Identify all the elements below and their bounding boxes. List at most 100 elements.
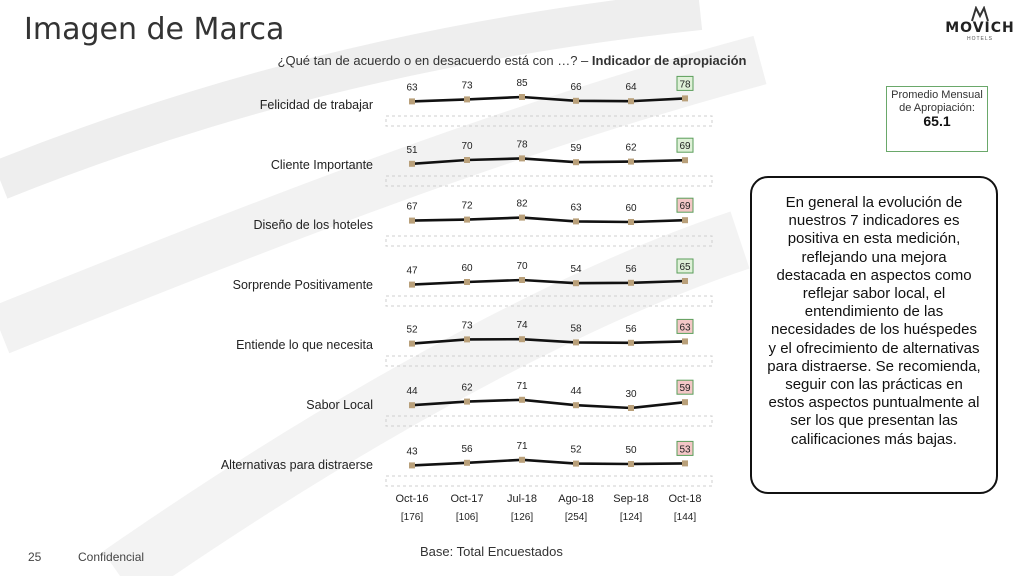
- data-label: 64: [625, 82, 637, 93]
- data-label: 30: [625, 389, 637, 400]
- data-label: 65: [679, 262, 691, 273]
- data-label: 44: [570, 386, 582, 397]
- data-point: [409, 98, 415, 105]
- data-point: [464, 157, 470, 163]
- x-tick-label: Jul-18: [507, 493, 537, 505]
- data-label: 71: [516, 441, 528, 452]
- data-label: 60: [461, 263, 473, 274]
- x-base-label: [126]: [511, 512, 533, 523]
- data-point: [573, 280, 579, 287]
- data-label: 69: [679, 201, 691, 212]
- x-base-label: [124]: [620, 512, 642, 523]
- data-point: [573, 97, 579, 104]
- comment-box: En general la evolución de nuestros 7 in…: [750, 176, 998, 494]
- data-point: [464, 459, 470, 466]
- category-label: Entiende lo que necesita: [236, 338, 373, 352]
- row-guide: [385, 115, 713, 127]
- confidential-label: Confidencial: [78, 550, 145, 564]
- category-label: Sorprende Positivamente: [232, 278, 373, 292]
- data-point: [409, 217, 415, 224]
- subtitle-question: ¿Qué tan de acuerdo o en desacuerdo está…: [277, 53, 589, 68]
- series-line: [411, 157, 686, 166]
- x-tick-label: Sep-18: [613, 493, 648, 505]
- data-label: 70: [461, 141, 473, 152]
- data-label: 60: [625, 203, 637, 214]
- data-point: [409, 340, 415, 347]
- average-value: 65.1: [923, 113, 951, 129]
- data-point: [628, 461, 634, 467]
- data-label: 62: [625, 143, 637, 154]
- data-label: 56: [625, 324, 637, 335]
- data-point: [409, 402, 415, 409]
- series-line: [411, 278, 686, 286]
- highlight-box: [676, 75, 694, 91]
- data-point: [628, 98, 634, 105]
- data-point: [519, 396, 525, 403]
- category-label: Cliente Importante: [270, 158, 373, 172]
- data-point: [464, 216, 470, 223]
- data-point: [409, 462, 415, 469]
- data-point: [628, 339, 634, 346]
- base-note: Base: Total Encuestados: [420, 544, 563, 559]
- category-label: Alternativas para distraerse: [220, 458, 373, 472]
- series-line: [411, 458, 686, 467]
- highlight-box: [676, 197, 694, 213]
- row-guide: [385, 415, 713, 427]
- row-guide: [385, 355, 713, 367]
- x-tick-label: Ago-18: [558, 493, 593, 505]
- page-number: 25: [28, 550, 42, 564]
- data-point: [682, 157, 688, 164]
- data-label: 56: [461, 444, 473, 455]
- data-point: [409, 160, 415, 167]
- x-tick-label: Oct-17: [450, 493, 483, 505]
- data-label: 50: [625, 445, 637, 456]
- data-point: [682, 399, 688, 406]
- data-label: 43: [406, 446, 418, 457]
- x-tick-label: Oct-16: [395, 493, 428, 505]
- data-label: 63: [570, 202, 582, 213]
- highlight-box: [676, 440, 694, 456]
- data-point: [573, 460, 579, 467]
- subtitle-indicator: Indicador de apropiación: [591, 53, 747, 68]
- category-label: Sabor Local: [306, 398, 373, 412]
- data-label: 72: [461, 201, 473, 212]
- data-point: [409, 281, 415, 288]
- series-line: [411, 398, 686, 410]
- highlight-box: [676, 258, 694, 274]
- highlight-box: [676, 137, 694, 153]
- highlight-box: [676, 318, 694, 334]
- data-label: 85: [516, 78, 528, 89]
- series-line: [411, 216, 686, 224]
- logo-subtitle: HOTELS: [966, 36, 993, 42]
- data-point: [628, 219, 634, 225]
- series-line: [411, 337, 686, 345]
- row-guide: [385, 235, 713, 247]
- data-point: [628, 158, 634, 165]
- data-point: [464, 398, 470, 405]
- data-label: 47: [406, 266, 418, 277]
- data-point: [519, 94, 525, 100]
- row-guide: [385, 295, 713, 307]
- data-label: 74: [516, 320, 528, 331]
- x-tick-label: Oct-18: [668, 493, 701, 505]
- category-label: Diseño de los hoteles: [253, 218, 373, 232]
- row-guide: [385, 475, 713, 487]
- data-point: [464, 96, 470, 103]
- data-label: 52: [406, 325, 418, 336]
- data-label: 56: [625, 264, 637, 275]
- data-label: 70: [516, 261, 528, 272]
- average-box: Promedio Mensual de Apropiación: 65.1: [886, 86, 988, 152]
- data-label: 63: [679, 322, 691, 333]
- comment-text: En general la evolución de nuestros 7 in…: [767, 194, 981, 448]
- data-label: 62: [461, 383, 473, 394]
- data-point: [628, 279, 634, 286]
- data-point: [682, 460, 688, 467]
- data-label: 73: [461, 320, 473, 331]
- data-point: [519, 456, 525, 463]
- row-guide: [385, 175, 713, 187]
- data-label: 52: [570, 445, 582, 456]
- chart-subtitle: ¿Qué tan de acuerdo o en desacuerdo está…: [0, 53, 1024, 68]
- data-point: [682, 338, 688, 345]
